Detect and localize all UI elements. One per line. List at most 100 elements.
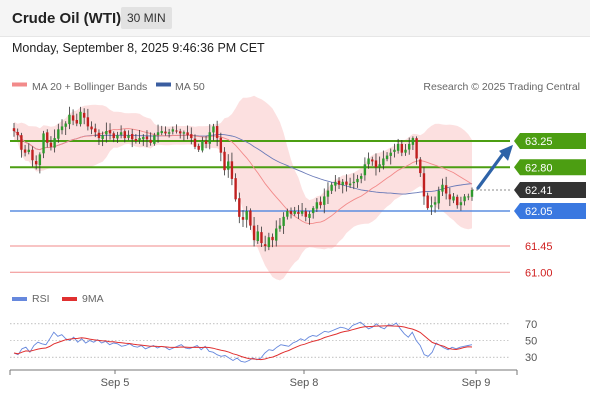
candle-body [71,115,75,121]
candle-body [252,225,256,241]
candle-body [42,133,45,154]
candle [433,196,437,213]
candle [437,186,440,210]
candle-body [190,134,193,139]
candle-body [182,132,186,134]
candle-body [241,217,245,220]
candle [271,233,274,248]
candle-body [212,126,215,133]
rsi-tick-label: 70 [525,319,537,331]
candle [68,106,71,130]
candle-body [208,132,211,144]
level-tag-62-05: 62.05 [514,203,586,219]
candle [415,136,418,165]
level-tags: 63.25 62.80 62.41 62.05 61.45 61.00 [514,133,586,279]
candle [119,125,123,139]
candle [448,187,452,207]
candle [82,108,86,125]
candle [46,129,49,148]
rsi-line [13,321,473,363]
time-axis: Sep 5 Sep 8 Sep 9 [9,369,518,389]
candle-body [138,138,141,141]
candle-body [105,131,108,135]
candle [64,121,67,136]
candle-body [31,149,34,161]
candle [219,132,223,162]
candle-body [396,143,400,151]
arrow-head [499,144,513,161]
candle [374,153,378,176]
candle-body [459,202,463,206]
candle [441,178,444,196]
candle-body [337,180,341,185]
x-tick-label: Sep 5 [101,377,130,389]
candle-body [326,190,330,197]
candle [127,130,130,141]
candle-body [422,173,426,197]
candle-body [452,196,455,201]
candle-body [57,129,60,139]
candle-body [82,112,86,118]
candle [319,196,322,209]
candle-body [463,196,466,202]
candle [197,143,200,152]
candle [49,136,53,151]
candle [396,138,400,154]
level-tag-label: 62.80 [525,162,553,174]
candle [293,206,296,216]
candle [223,147,226,176]
candle [467,193,470,201]
candle [371,156,374,166]
candle [404,144,407,156]
candle-body [334,181,337,186]
candle [260,226,263,248]
candle [282,212,285,234]
candle-body [108,130,112,134]
candle-body [404,149,407,153]
candle [470,187,474,201]
candle-body [234,178,237,200]
candle-body [411,138,415,145]
candle-body [275,228,278,241]
candle [419,157,422,177]
candle [227,154,230,178]
candle-body [415,138,418,159]
moving-averages [13,128,473,225]
candle-body [304,211,307,217]
candle-body [116,135,119,139]
candle-body [426,195,429,209]
ma20-legend-swatch [12,82,27,87]
candle [426,192,429,210]
candle [123,129,127,143]
candle-body [145,136,149,140]
candle-body [23,149,27,153]
level-tag-label: 62.41 [525,185,553,197]
ma50-legend-label: MA 50 [175,81,205,93]
candle [60,119,64,135]
candle [90,121,93,135]
candle [16,128,19,141]
candle-body [437,190,440,204]
candle [389,148,392,165]
candle-body [97,132,101,139]
rsi-panel: 70 50 30 [10,319,537,364]
candle [297,205,300,219]
candle [359,173,363,184]
candle [330,182,333,195]
candle-body [441,184,444,192]
candle-body [167,132,171,134]
candle [171,126,175,135]
candle-body [352,181,356,184]
candle [400,140,404,157]
chart-header: Crude Oil (WTI) 30 MIN [0,0,590,37]
ma20-legend-label: MA 20 + Bollinger Bands [32,81,147,93]
candle-body [374,160,378,168]
candle-body [430,205,433,208]
rsi-tick-label: 30 [525,352,537,364]
candle-body [323,196,326,205]
candle-body [308,213,311,218]
timeframe-badge[interactable]: 30 MIN [121,7,172,29]
candle-body [68,114,71,125]
candle [323,188,326,214]
candle [348,177,352,188]
